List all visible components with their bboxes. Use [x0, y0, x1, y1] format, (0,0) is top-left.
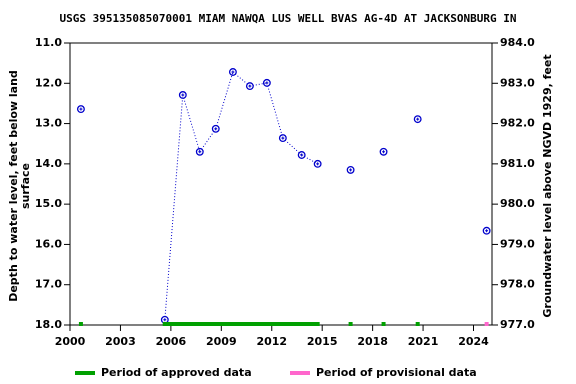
data-period: [348, 322, 353, 326]
data-point: [76, 105, 85, 114]
data-period: [213, 322, 235, 326]
data-period: [280, 322, 304, 326]
connector: [215, 71, 234, 129]
y2-tick-label: 982.0: [500, 117, 535, 130]
connector: [164, 94, 184, 320]
chart-title: USGS 395135085070001 MIAM NAWQA LUS WELL…: [60, 12, 517, 25]
y-tick-label: 11.0: [35, 36, 62, 49]
y-tick-label: 16.0: [35, 237, 62, 250]
y2-tick-label: 980.0: [500, 197, 535, 210]
y2-tick-label: 981.0: [500, 157, 535, 170]
y-tick-label: 14.0: [35, 157, 62, 170]
y-tick-label: 18.0: [35, 318, 62, 331]
connector: [282, 137, 303, 156]
y2-tick-label: 979.0: [500, 237, 535, 250]
connector: [182, 94, 201, 152]
x-tick-label: 2024: [458, 335, 489, 348]
connector: [266, 82, 284, 139]
y2-tick-label: 984.0: [500, 36, 535, 49]
data-period: [180, 322, 202, 326]
data-period: [247, 322, 269, 326]
y-tick-label: 17.0: [35, 278, 62, 291]
data-point: [278, 134, 287, 143]
data-period: [78, 322, 83, 326]
x-tick-label: 2000: [55, 335, 86, 348]
data-period: [484, 322, 489, 326]
y-tick-label: 13.0: [35, 117, 62, 130]
x-tick-label: 2021: [408, 335, 439, 348]
data-point: [313, 159, 322, 168]
y2-tick-label: 983.0: [500, 76, 535, 89]
x-tick-label: 2018: [357, 335, 388, 348]
x-tick-label: 2006: [156, 335, 187, 348]
y2-tick-label: 978.0: [500, 278, 535, 291]
legend-label: Period of provisional data: [316, 366, 477, 379]
data-point: [262, 78, 271, 87]
y2-tick-label: 977.0: [500, 318, 535, 331]
y-axis-label: Depth to water level, feet below land: [7, 70, 20, 302]
data-point: [413, 115, 422, 124]
data-point: [211, 124, 220, 133]
data-period: [381, 322, 386, 326]
data-point: [178, 91, 187, 99]
x-tick-label: 2015: [307, 335, 338, 348]
y-tick-label: 12.0: [35, 76, 62, 89]
y-tick-label: 15.0: [35, 197, 62, 210]
data-point: [379, 147, 388, 156]
data-period: [415, 322, 420, 326]
data-period: [230, 322, 252, 326]
data-period: [299, 322, 320, 326]
data-point: [346, 165, 355, 174]
plot-frame: [69, 42, 493, 326]
legend-label: Period of approved data: [101, 366, 252, 379]
data-period: [264, 322, 285, 326]
x-tick-label: 2009: [206, 335, 237, 348]
data-point: [228, 68, 237, 76]
data-point: [195, 147, 204, 156]
data-point: [297, 151, 306, 159]
data-period: [162, 322, 185, 326]
data-point: [245, 82, 254, 91]
data-point: [482, 226, 491, 235]
y-axis-label: surface: [19, 163, 32, 209]
x-tick-label: 2012: [256, 335, 287, 348]
x-tick-label: 2003: [105, 335, 136, 348]
y2-axis-label: Groundwater level above NGVD 1929, feet: [541, 54, 554, 317]
data-period: [197, 322, 218, 326]
connector: [199, 128, 217, 153]
